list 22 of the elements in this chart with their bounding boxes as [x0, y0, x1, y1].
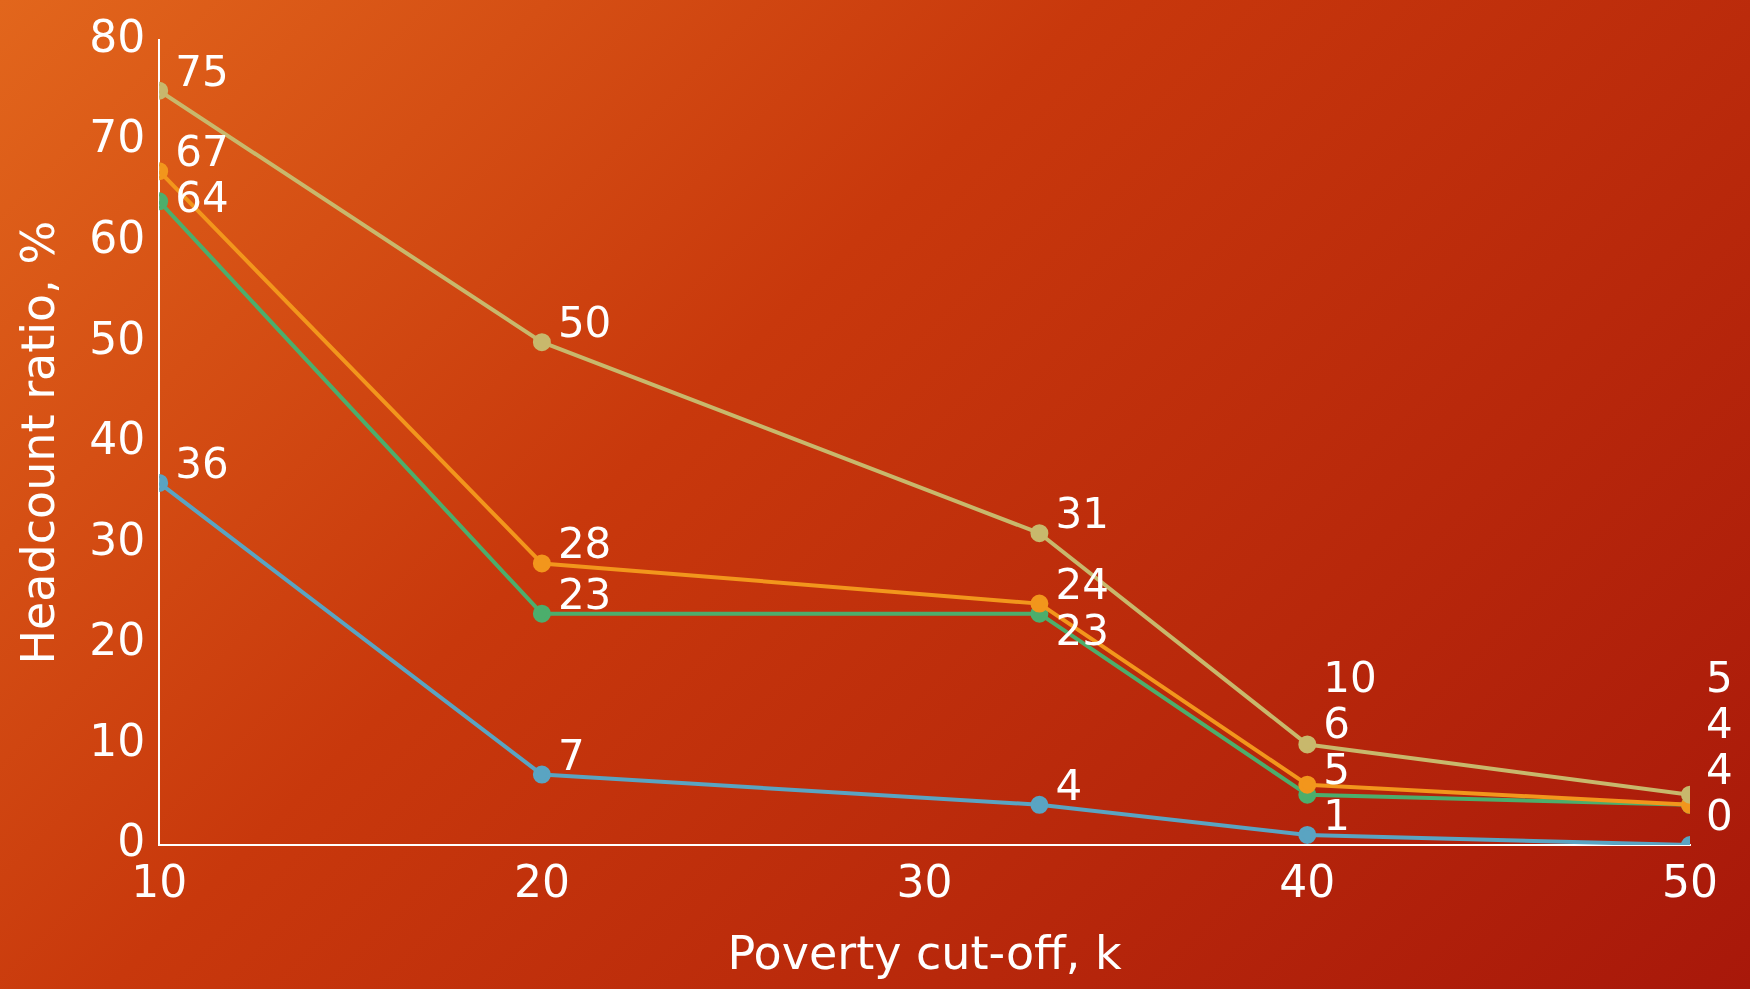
data-label: 36	[175, 438, 229, 488]
y-tick-label: 50	[89, 312, 146, 364]
y-axis-title: Headcount ratio, %	[10, 220, 65, 665]
y-tick-label: 80	[89, 10, 146, 62]
y-tick-label: 70	[89, 111, 146, 163]
data-label: 75	[175, 46, 229, 96]
data-label: 31	[1055, 489, 1109, 539]
data-label: 50	[557, 298, 612, 348]
y-tick-label: 40	[89, 413, 146, 465]
y-tick-label: 10	[89, 714, 146, 766]
data-label: 4	[1055, 760, 1083, 810]
x-axis-title: Poverty cut-off, k	[727, 926, 1123, 981]
x-tick-label: 40	[1279, 855, 1336, 907]
data-label: 28	[557, 519, 612, 569]
data-label: 7	[557, 730, 585, 780]
y-tick-label: 20	[89, 614, 146, 666]
x-tick-label: 20	[513, 855, 570, 907]
x-tick-label: 50	[1662, 855, 1718, 907]
y-tick-label: 60	[89, 211, 146, 263]
data-label: 23	[557, 569, 612, 619]
y-tick-label: 30	[89, 513, 146, 565]
x-tick-label: 30	[896, 855, 953, 907]
